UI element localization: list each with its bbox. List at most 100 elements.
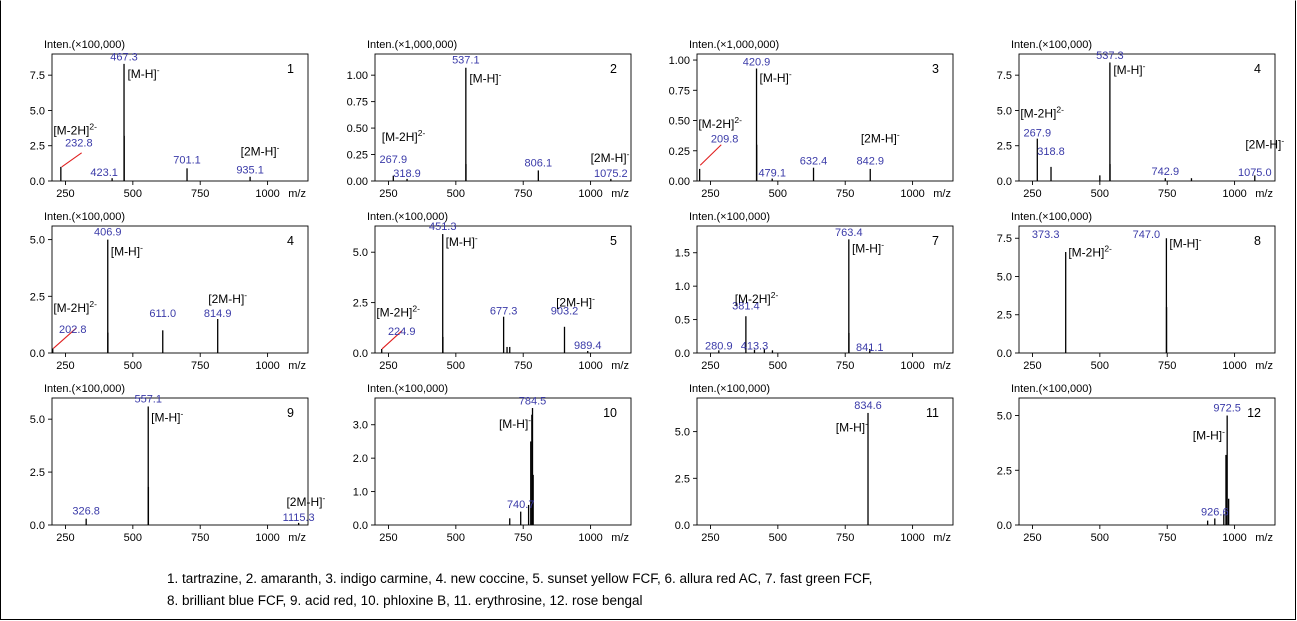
- panel-10-ytick-label: 1.0: [353, 487, 368, 499]
- panel-2-ytick-label: 0.75: [347, 97, 368, 109]
- panel-2-peak-label: 806.1: [525, 157, 553, 169]
- panel-2-ytick-label: 1.00: [347, 70, 368, 82]
- panel-11-ytick-label: 2.5: [675, 473, 690, 485]
- panel-1-xlabel: m/z: [288, 188, 306, 200]
- panel-4-xlabel: m/z: [1255, 188, 1273, 200]
- panel-12-ytick-label: 5.0: [997, 411, 1012, 423]
- panel-8-xlabel: m/z: [1255, 360, 1273, 372]
- panel-4-xtick-label: 1000: [1222, 188, 1246, 200]
- panel-4-intensity-label: Inten.(×100,000): [1011, 39, 1092, 51]
- panel-1-peak-label: 232.8: [65, 138, 93, 150]
- panel-2-xtick-label: 500: [447, 188, 465, 200]
- panel-1-leader-line: [61, 152, 82, 168]
- panel-2-ytick-label: 0.25: [347, 150, 368, 162]
- panel-12-xtick-label: 250: [1023, 532, 1041, 544]
- panel-8-plot-area: [1018, 225, 1276, 354]
- panel-11-ytick-label: 5.0: [675, 427, 690, 439]
- panel-7-number: 7: [932, 234, 939, 248]
- panel-3-xtick-label: 250: [701, 188, 719, 200]
- panel-3-peak-label: 479.1: [758, 168, 786, 180]
- panel-3-ytick-label: 0.75: [669, 85, 690, 97]
- panel-5-xtick-label: 500: [124, 360, 142, 372]
- panel-10-xlabel: m/z: [611, 532, 629, 544]
- panel-1-ion-label: [M-H]-: [127, 65, 159, 81]
- panel-2-plot-area: [374, 53, 632, 182]
- panel-4-xtick-label: 250: [1023, 188, 1041, 200]
- panel-1-peak-label: 467.3: [110, 51, 138, 63]
- panel-4-number: 4: [1254, 62, 1261, 76]
- panel-3-ytick-label: 0.25: [669, 146, 690, 158]
- panel-7-ytick-label: 0.0: [675, 348, 690, 360]
- panel-9-peak-label: 326.8: [72, 506, 100, 518]
- panel-7-peak-label: 381.4: [732, 301, 760, 313]
- panel-2-number: 2: [610, 62, 617, 76]
- panel-2-ion-label: [2M-H]-: [591, 149, 630, 165]
- panel-3-leader-line: [699, 144, 722, 166]
- panel-12-xtick-label: 750: [1158, 532, 1176, 544]
- panel-6-ytick-label: 0.0: [353, 348, 368, 360]
- panel-9-ion-label: [M-H]-: [151, 408, 183, 424]
- panel-10-xtick-label: 500: [447, 532, 465, 544]
- panel-9-xlabel: m/z: [288, 532, 306, 544]
- panel-9-xtick-label: 250: [56, 532, 74, 544]
- panel-11-xtick-label: 1000: [900, 532, 924, 544]
- panel-1-ytick-label: 2.5: [30, 141, 45, 153]
- panel-3-ion-label: [2M-H]-: [861, 129, 900, 145]
- panel-5-intensity-label: Inten.(×100,000): [44, 211, 125, 223]
- panel-8-ytick-label: 5.0: [997, 271, 1012, 283]
- panel-10-intensity-label: Inten.(×100,000): [367, 383, 448, 395]
- panel-6-ytick-label: 5.0: [353, 247, 368, 259]
- panel-3-xtick-label: 1000: [900, 188, 924, 200]
- panel-9-intensity-label: Inten.(×100,000): [44, 383, 125, 395]
- panel-7-peak-label: 280.9: [705, 341, 733, 353]
- panel-8-xtick-label: 750: [1158, 360, 1176, 372]
- panel-2-peak-label: 537.1: [452, 55, 480, 67]
- panel-10-plot-area: [374, 397, 632, 526]
- panel-7-peak-label: 841.1: [856, 342, 884, 354]
- panel-7-ion-label: [M-H]-: [852, 240, 884, 256]
- panel-9-xtick-label: 1000: [255, 532, 279, 544]
- panel-1-plot-area: [51, 53, 309, 182]
- panel-6-ion-label: [M-2H]2-: [376, 304, 420, 320]
- panel-6-xlabel: m/z: [611, 360, 629, 372]
- panel-6-ytick-label: 2.5: [353, 298, 368, 310]
- panel-12-ion-label: [M-H]-: [1193, 427, 1225, 443]
- panel-6-peak-label: 903.2: [551, 306, 579, 318]
- panel-1-xtick-label: 250: [56, 188, 74, 200]
- panel-1-peak-label: 935.1: [236, 164, 264, 176]
- panel-4-peak-label: 1075.0: [1238, 167, 1272, 179]
- panel-7-ytick-label: 0.5: [675, 315, 690, 327]
- panel-1-peak-label: 423.1: [90, 167, 118, 179]
- panel-2-xtick-label: 1000: [578, 188, 602, 200]
- panel-6-ion-label: [M-H]-: [446, 233, 478, 249]
- panel-11-intensity-label: Inten.(×100,000): [689, 383, 770, 395]
- panel-3-number: 3: [932, 62, 939, 76]
- spectra-grid: Inten.(×100,000) 1 0.0 2.5 5.0 7.5 250 500 750 10…: [30, 39, 1285, 544]
- panel-4-peak-label: 537.3: [1096, 50, 1124, 62]
- panel-8-number: 8: [1254, 234, 1261, 248]
- panel-1-ytick-label: 0.0: [30, 176, 45, 188]
- panel-3-intensity-label: Inten.(×1,000,000): [689, 39, 779, 51]
- panel-4-plot-area: [1018, 53, 1276, 182]
- panel-5-xtick-label: 1000: [255, 360, 279, 372]
- panel-10-ytick-label: 2.0: [353, 453, 368, 465]
- panel-3-ytick-label: 0.00: [669, 176, 690, 188]
- panel-5-ytick-label: 2.5: [30, 291, 45, 303]
- figure-caption: 1. tartrazine, 2. amaranth, 3. indigo ca…: [167, 568, 872, 612]
- panel-8-peak-label: 747.0: [1133, 229, 1161, 241]
- panel-6-xtick-label: 750: [514, 360, 532, 372]
- panel-4-peak-label: 318.8: [1037, 146, 1065, 158]
- panel-7-xtick-label: 750: [836, 360, 854, 372]
- panel-8-ion-label: [M-2H]2-: [1068, 244, 1112, 260]
- panel-5-peak-label: 202.8: [59, 324, 87, 336]
- panel-10-xtick-label: 750: [514, 532, 532, 544]
- panel-12-ytick-label: 0.0: [997, 520, 1012, 532]
- panel-5-xtick-label: 750: [191, 360, 209, 372]
- panel-5-xtick-label: 250: [56, 360, 74, 372]
- panel-11-number: 11: [926, 406, 939, 420]
- panel-1-xtick-label: 750: [191, 188, 209, 200]
- panel-1-intensity-label: Inten.(×100,000): [44, 39, 125, 51]
- panel-5-number: 4: [287, 234, 294, 248]
- panel-2-xlabel: m/z: [611, 188, 629, 200]
- panel-2-xtick-label: 750: [514, 188, 532, 200]
